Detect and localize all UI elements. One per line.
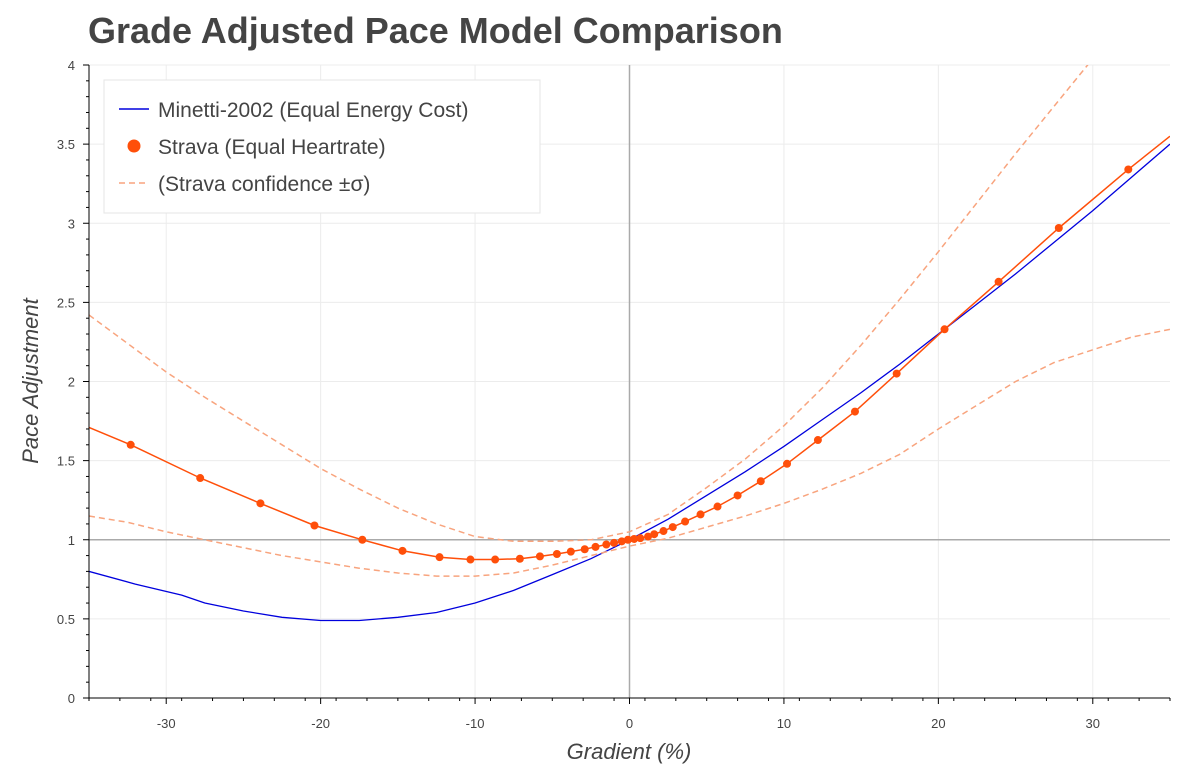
legend-label-confidence: (Strava confidence ±σ) bbox=[158, 173, 370, 196]
chart-title: Grade Adjusted Pace Model Comparison bbox=[88, 10, 783, 51]
strava-point bbox=[733, 491, 742, 500]
strava-point bbox=[398, 546, 407, 555]
y-tick-label: 2.5 bbox=[57, 295, 75, 310]
strava-point bbox=[310, 521, 319, 530]
strava-point bbox=[580, 545, 589, 554]
strava-point bbox=[813, 436, 822, 445]
strava-point bbox=[1124, 165, 1133, 174]
strava-point bbox=[636, 534, 645, 543]
axes: -30 -20 -10 0 10 20 30 0 0.5 1 1.5 2 2.5 3 3.5 4 bbox=[57, 58, 1171, 731]
strava-point bbox=[196, 474, 205, 483]
strava-point bbox=[602, 540, 611, 549]
legend-box bbox=[103, 79, 541, 214]
x-tick-label: 0 bbox=[626, 716, 633, 731]
strava-point bbox=[466, 555, 475, 564]
y-tick-label: 0 bbox=[68, 691, 75, 706]
y-tick-label: 3.5 bbox=[57, 137, 75, 152]
strava-point bbox=[552, 549, 561, 558]
strava-point bbox=[566, 547, 575, 556]
y-tick-label: 2 bbox=[68, 375, 75, 390]
strava-point bbox=[491, 555, 500, 564]
series-strava-confidence-3 bbox=[89, 328, 1170, 577]
strava-point bbox=[515, 554, 524, 563]
strava-point bbox=[630, 534, 639, 543]
strava-point bbox=[126, 440, 135, 449]
x-tick-label: 10 bbox=[777, 716, 791, 731]
strava-point bbox=[650, 530, 659, 539]
strava-point bbox=[659, 527, 668, 536]
strava-point bbox=[696, 510, 705, 519]
legend-label-strava: Strava (Equal Heartrate) bbox=[158, 136, 386, 159]
series-strava-confidence-2 bbox=[89, 65, 1089, 543]
strava-point bbox=[892, 369, 901, 378]
strava-point bbox=[713, 502, 722, 511]
strava-point bbox=[623, 535, 632, 544]
strava-point bbox=[256, 499, 265, 508]
strava-point bbox=[644, 532, 653, 541]
strava-point bbox=[850, 407, 859, 416]
strava-point bbox=[994, 277, 1003, 286]
strava-point bbox=[591, 542, 600, 551]
strava-point bbox=[535, 552, 544, 561]
x-tick-label: -10 bbox=[466, 716, 485, 731]
strava-point bbox=[610, 538, 619, 547]
strava-point bbox=[617, 537, 626, 546]
x-axis-label: Gradient (%) bbox=[567, 739, 692, 764]
strava-point bbox=[1054, 223, 1063, 232]
x-tick-label: -30 bbox=[157, 716, 176, 731]
legend-swatch-strava bbox=[127, 139, 141, 153]
strava-point bbox=[435, 553, 444, 562]
strava-point bbox=[668, 523, 677, 532]
strava-point bbox=[756, 477, 765, 486]
strava-point bbox=[940, 325, 949, 334]
y-tick-label: 1.5 bbox=[57, 454, 75, 469]
strava-point bbox=[358, 535, 367, 544]
x-tick-label: -20 bbox=[311, 716, 330, 731]
legend-label-minetti: Minetti-2002 (Equal Energy Cost) bbox=[158, 99, 468, 122]
x-tick-label: 30 bbox=[1086, 716, 1100, 731]
y-axis-label: Pace Adjustment bbox=[18, 297, 43, 463]
strava-point bbox=[681, 517, 690, 526]
legend: Minetti-2002 (Equal Energy Cost) Strava … bbox=[103, 79, 541, 214]
series-layer bbox=[89, 65, 1170, 622]
y-tick-label: 0.5 bbox=[57, 612, 75, 627]
y-tick-label: 4 bbox=[68, 58, 75, 73]
strava-point bbox=[783, 459, 792, 468]
x-tick-label: 20 bbox=[931, 716, 945, 731]
y-tick-label: 3 bbox=[68, 216, 75, 231]
y-tick-label: 1 bbox=[68, 533, 75, 548]
